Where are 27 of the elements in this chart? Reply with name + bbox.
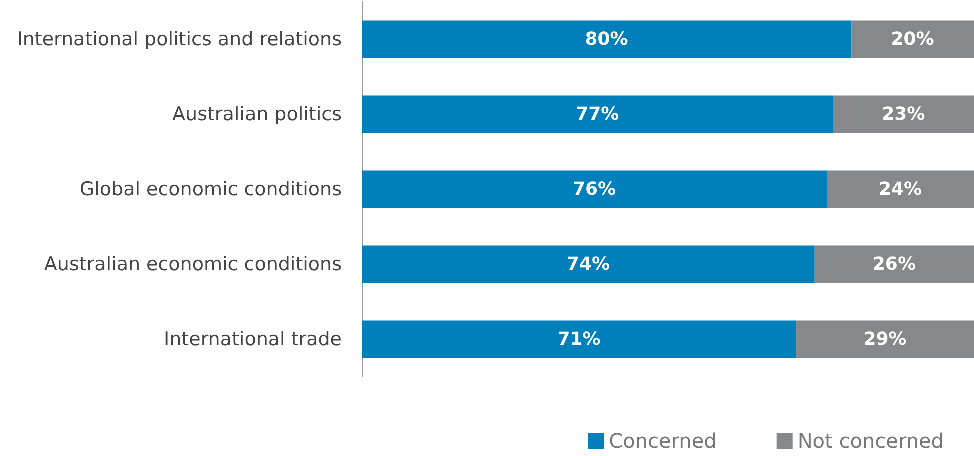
data-label: 23% — [882, 104, 926, 125]
data-label: 80% — [585, 29, 628, 50]
data-label: 77% — [576, 104, 620, 125]
bar — [362, 320, 797, 358]
data-label: 24% — [879, 179, 922, 200]
bar — [362, 96, 834, 134]
data-label: 74% — [566, 254, 610, 275]
data-label: 26% — [872, 254, 916, 275]
data-label: 71% — [558, 329, 601, 350]
bar — [796, 320, 974, 358]
bar — [362, 20, 852, 58]
data-label: 76% — [573, 179, 616, 200]
data-label: 20% — [891, 29, 934, 50]
y-tick-label: International politics and relations — [17, 28, 342, 50]
bar — [362, 170, 828, 208]
y-tick-label: Global economic conditions — [80, 178, 342, 200]
bar — [827, 170, 974, 208]
bar — [814, 246, 974, 284]
bar — [362, 246, 815, 284]
y-tick-label: Australian economic conditions — [44, 254, 342, 276]
bar — [852, 20, 974, 58]
bar — [833, 96, 974, 134]
y-tick-label: International trade — [164, 328, 342, 350]
legend-label: Not concerned — [798, 429, 944, 453]
legend-label: Concerned — [609, 429, 717, 453]
y-tick-label: Australian politics — [172, 104, 342, 126]
data-label: 29% — [864, 329, 907, 350]
